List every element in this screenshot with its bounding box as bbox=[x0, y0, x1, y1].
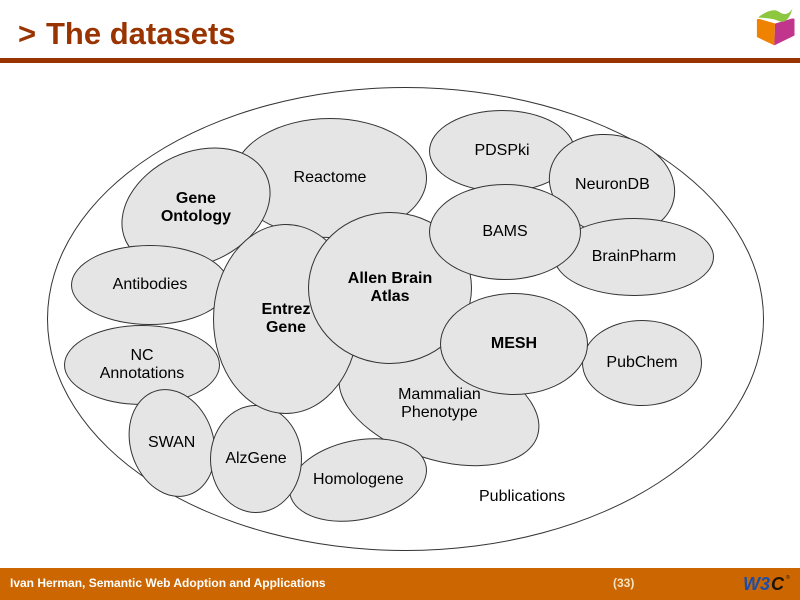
svg-text:®: ® bbox=[786, 574, 790, 581]
svg-text:W3: W3 bbox=[744, 574, 770, 594]
svg-text:C: C bbox=[771, 574, 785, 594]
